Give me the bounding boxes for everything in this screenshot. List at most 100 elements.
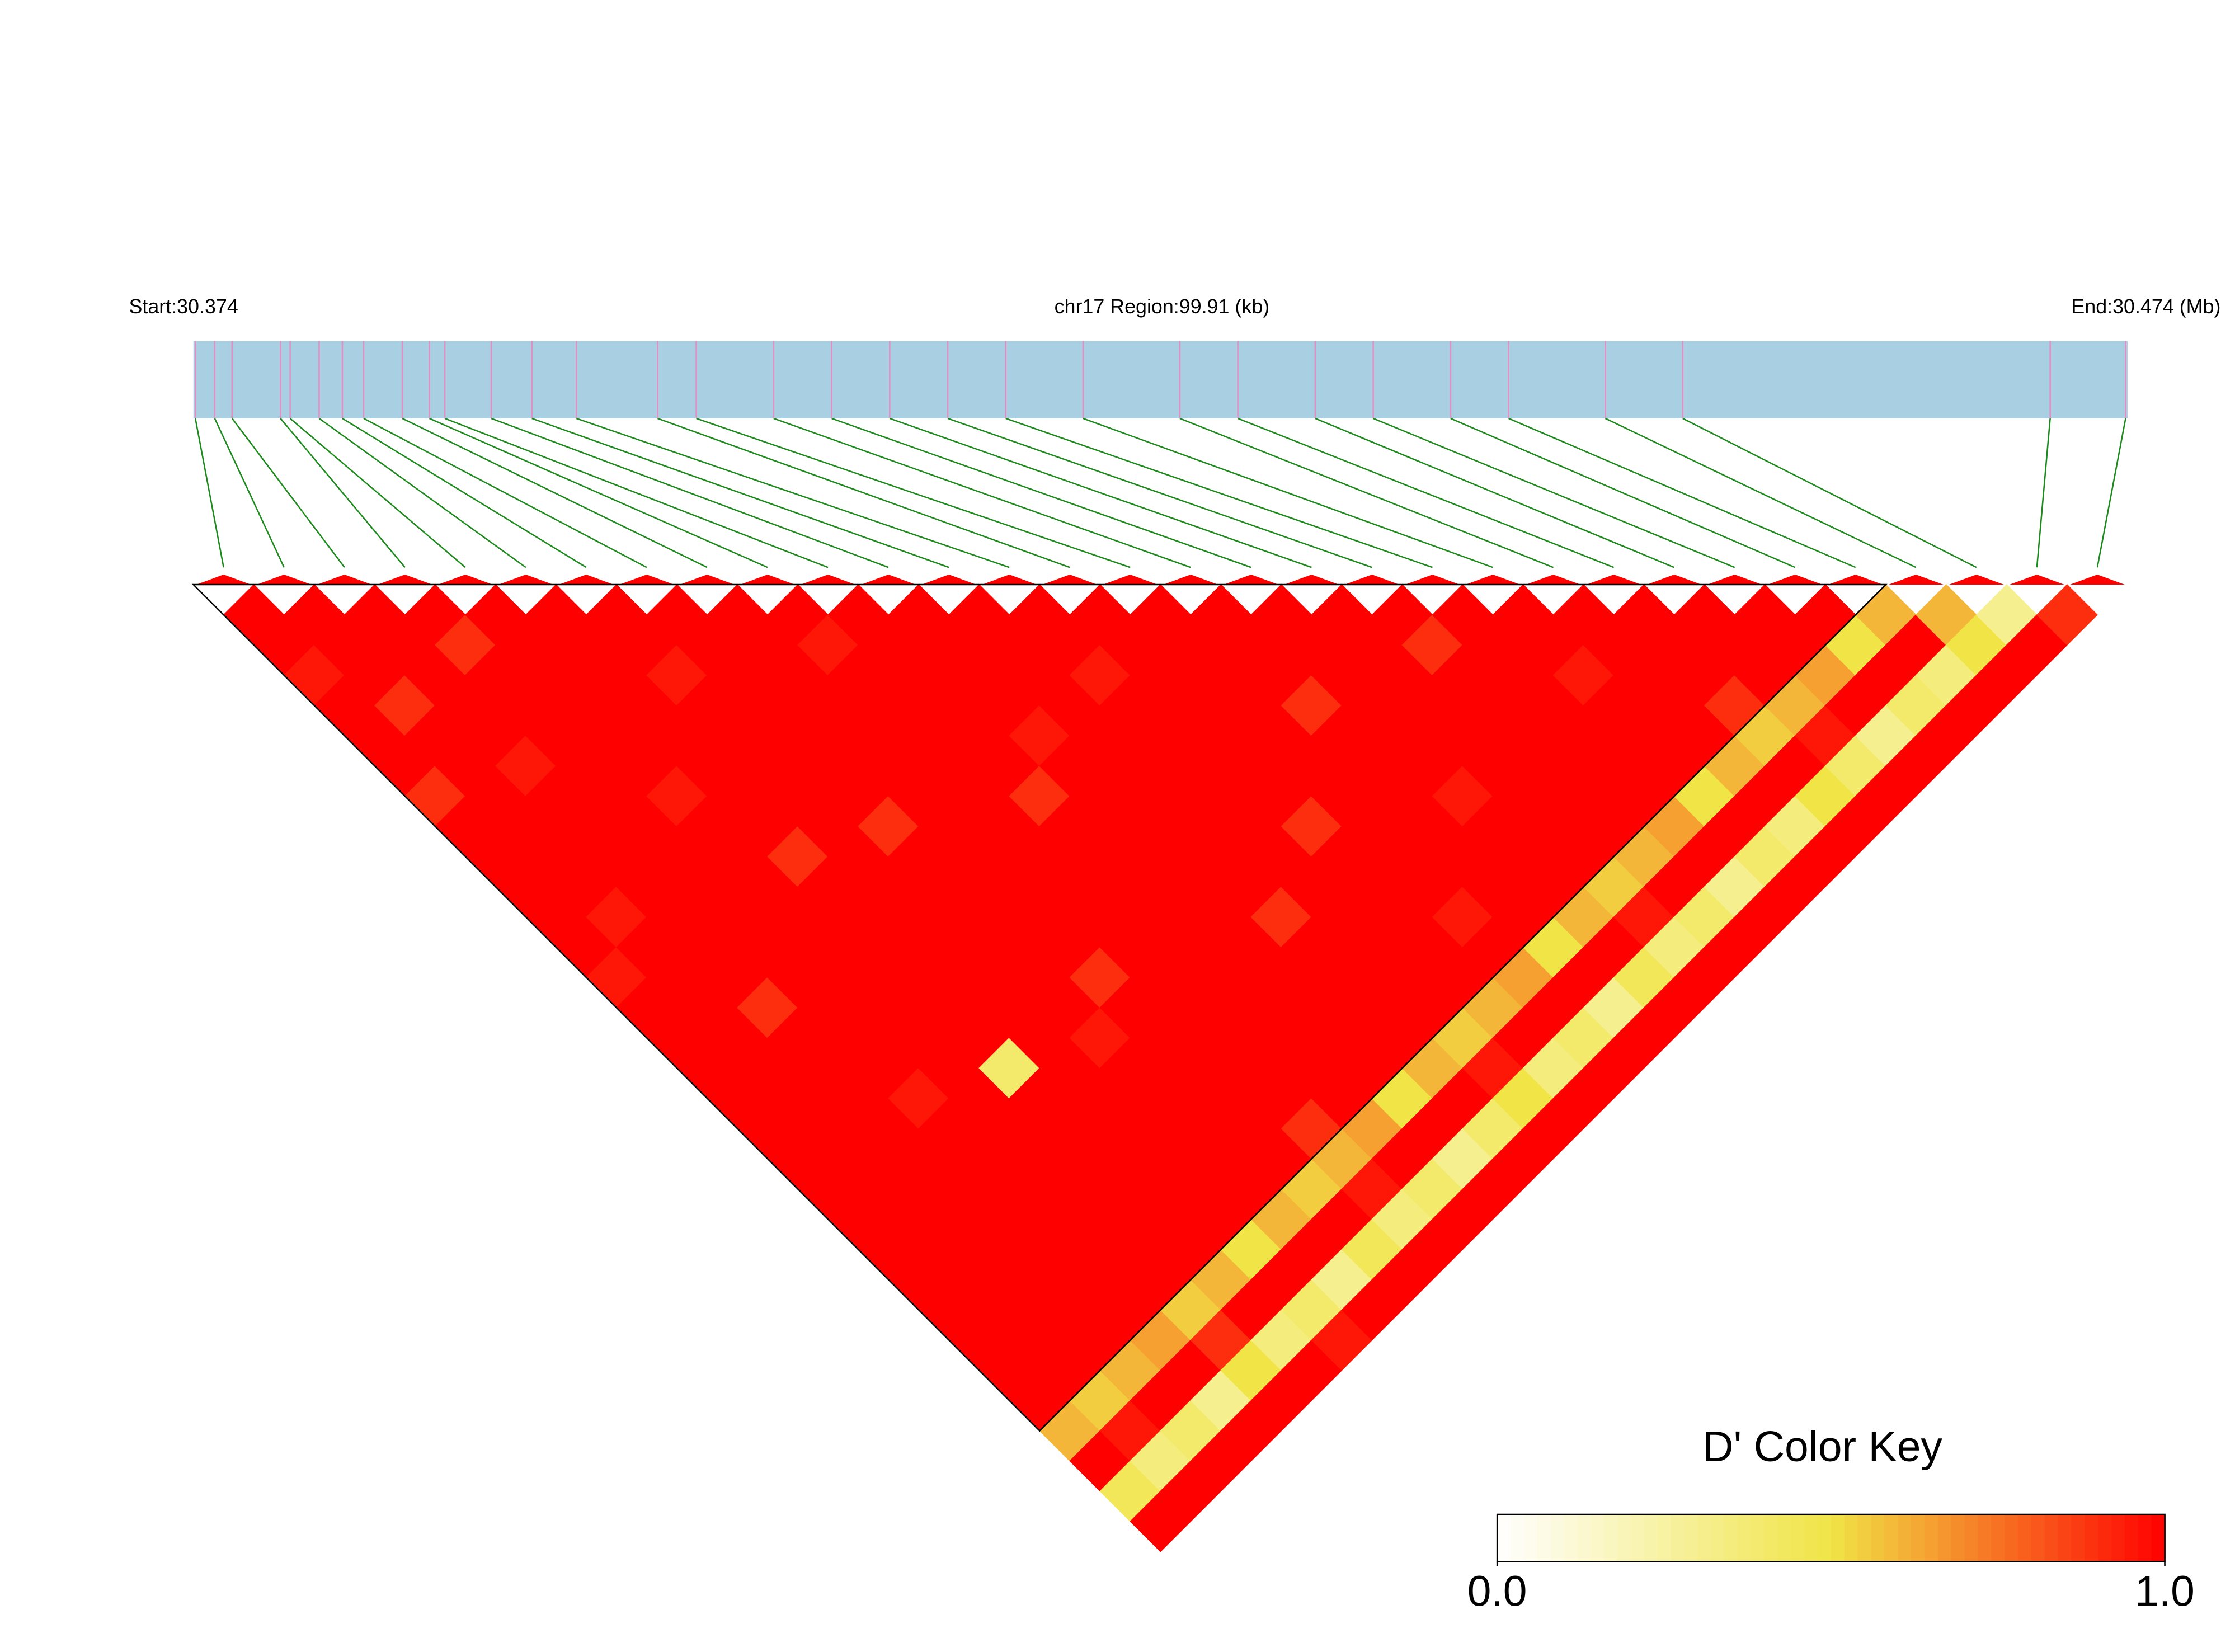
connector: [576, 417, 1010, 568]
connector: [696, 417, 1131, 568]
color-key-cell: [2085, 1514, 2099, 1562]
snp-tip: [1103, 575, 1158, 585]
connector: [342, 417, 587, 568]
connector: [2036, 418, 2051, 568]
snp-tip: [1042, 575, 1098, 585]
color-key-cell: [1964, 1514, 1979, 1562]
snp-tip: [740, 575, 795, 585]
connector: [531, 417, 949, 568]
region-bar: [193, 341, 2128, 418]
color-key-cell: [1924, 1514, 1939, 1562]
color-key-cell: [1564, 1514, 1578, 1562]
color-key-cell: [2017, 1514, 2032, 1562]
color-key-cell: [1937, 1514, 1952, 1562]
connector: [231, 418, 345, 568]
color-key-cell: [1751, 1514, 1765, 1562]
connector: [280, 418, 406, 568]
snp-tip: [1526, 575, 1581, 585]
snp-tip: [256, 575, 312, 585]
end-label: End:30.474 (Mb): [2071, 295, 2220, 318]
connector: [1450, 417, 1796, 568]
snp-tip: [801, 575, 856, 585]
ld-block-outline: [191, 583, 1888, 1432]
snp-tip: [1828, 575, 1883, 585]
snp-tip: [2009, 575, 2064, 585]
snp-tip: [921, 575, 977, 585]
snp-tip: [1707, 575, 1762, 585]
snp-tip: [861, 575, 916, 585]
color-key-cell: [1831, 1514, 1845, 1562]
connector: [1508, 417, 1856, 568]
connector: [773, 417, 1191, 568]
connector: [1315, 417, 1675, 568]
snp-tip: [498, 575, 553, 585]
color-key-cell: [1844, 1514, 1858, 1562]
snp-tip: [982, 575, 1037, 585]
snp-tip: [1888, 575, 1944, 585]
connector: [1238, 417, 1615, 568]
color-key-cell: [1604, 1514, 1618, 1562]
color-key-border: [1496, 1513, 2166, 1562]
color-key-cell: [2138, 1514, 2152, 1562]
color-key-cell: [1697, 1514, 1712, 1562]
connector: [429, 417, 768, 568]
color-key-cell: [2098, 1514, 2112, 1562]
snp-tip: [1465, 575, 1521, 585]
connector: [214, 418, 285, 568]
color-key-cell: [1951, 1514, 1965, 1562]
color-key-cell: [2031, 1514, 2045, 1562]
snp-tip: [1344, 575, 1400, 585]
connector: [444, 417, 829, 568]
snp-tip: [437, 575, 493, 585]
color-key-cell: [1523, 1514, 1538, 1562]
color-key-title: D' Color Key: [1702, 1423, 1942, 1471]
color-key-cell: [1617, 1514, 1632, 1562]
connector: [831, 417, 1251, 568]
snp-tip: [1224, 575, 1279, 585]
snp-tip: [1405, 575, 1460, 585]
color-key-cell: [2111, 1514, 2126, 1562]
connector: [1605, 417, 1917, 568]
color-key-cell: [1671, 1514, 1685, 1562]
color-key-cell: [1764, 1514, 1778, 1562]
color-key-cell: [2071, 1514, 2086, 1562]
connector: [889, 417, 1312, 568]
color-key-cell: [1857, 1514, 1872, 1562]
snp-tip: [680, 575, 735, 585]
connector: [194, 418, 224, 568]
snp-tip: [377, 575, 432, 585]
color-key-cell: [1644, 1514, 1658, 1562]
color-key-cell: [1497, 1514, 1512, 1562]
connector: [1005, 417, 1433, 568]
snp-tip: [1949, 575, 2004, 585]
color-key-tick-label: 1.0: [2135, 1568, 2195, 1616]
color-key-cell: [1791, 1514, 1805, 1562]
color-key-cell: [1991, 1514, 2006, 1562]
color-key-cell: [2058, 1514, 2072, 1562]
connector: [2096, 418, 2126, 568]
color-key-cell: [1511, 1514, 1525, 1562]
color-key-cell: [2044, 1514, 2059, 1562]
connector: [1373, 417, 1735, 568]
color-key-cell: [1898, 1514, 1912, 1562]
color-key-cell: [1817, 1514, 1832, 1562]
snp-tip: [619, 575, 674, 585]
snp-tip: [196, 575, 251, 585]
color-key-cell: [1978, 1514, 1992, 1562]
color-key-cell: [1657, 1514, 1672, 1562]
snp-tip: [559, 575, 614, 585]
connector: [363, 417, 647, 568]
region-label: chr17 Region:99.91 (kb): [1055, 295, 1270, 318]
color-key-cell: [1711, 1514, 1725, 1562]
color-key-cell: [1871, 1514, 1885, 1562]
color-key-cell: [1911, 1514, 1926, 1562]
color-key-tick-label: 0.0: [1467, 1568, 1527, 1616]
ld-cell: [2036, 584, 2098, 646]
connector: [657, 417, 1070, 568]
color-key-cell: [2005, 1514, 2019, 1562]
snp-tip: [2070, 575, 2125, 585]
color-key-cell: [1737, 1514, 1752, 1562]
snp-tip: [1586, 575, 1641, 585]
